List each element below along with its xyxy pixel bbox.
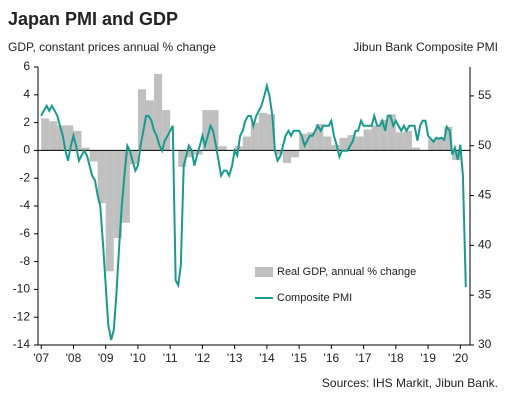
gdp-bar [387,114,396,151]
gdp-bar [121,150,130,223]
x-tick-label: '14 [259,351,275,365]
gdp-bar [137,89,146,151]
gdp-bar [105,150,114,272]
gdp-bar [363,129,372,151]
gdp-bar [162,110,171,151]
gdp-bar [428,139,437,151]
gdp-bar [49,121,58,151]
source-note: Sources: IHS Markit, Jibun Bank. [322,376,498,390]
y-tick-label: 0 [23,143,30,157]
y2-tick-label: 40 [478,238,492,252]
gdp-bar [371,125,380,151]
gdp-bar [315,123,324,151]
y2-tick-label: 30 [478,337,492,351]
gdp-bar [129,150,138,165]
legend-swatch [255,267,273,277]
y2-tick-label: 55 [478,88,492,102]
y-tick-label: 4 [23,87,30,101]
gdp-bar [57,125,66,151]
x-tick-label: '09 [98,351,114,365]
y2-axis-label: Jibun Bank Composite PMI [353,40,498,54]
x-tick-label: '07 [33,351,49,365]
gdp-bar [146,100,155,151]
y-tick-label: -4 [19,198,30,212]
gdp-bar [97,150,106,204]
gdp-bar [323,136,332,151]
gdp-bar [436,137,445,151]
pmi-line [40,81,467,341]
y-tick-label: -8 [19,254,30,268]
y-tick-label: 6 [23,59,30,73]
y-tick-label: 2 [23,115,30,129]
gdp-bar [283,150,292,163]
y-tick-label: -12 [13,309,31,323]
y2-tick-label: 50 [478,138,492,152]
x-tick-label: '13 [227,351,243,365]
gdp-bar [444,126,453,151]
x-tick-label: '15 [291,351,307,365]
y2-tick-label: 35 [478,287,492,301]
gdp-bar [186,150,195,158]
gdp-bar [250,122,259,151]
gdp-bar [154,73,163,151]
x-tick-label: '16 [324,351,340,365]
gdp-bar [178,150,187,168]
x-tick-label: '08 [66,351,82,365]
gdp-bar [395,132,404,151]
y-axis-label: GDP, constant prices annual % change [8,40,216,54]
gdp-bar [258,112,267,151]
gdp-bar [403,130,412,151]
y-tick-label: -14 [13,337,31,351]
gdp-bar [379,119,388,151]
x-tick-label: '20 [453,351,469,365]
gdp-bar [65,125,74,151]
gdp-bar [242,136,251,151]
x-tick-label: '10 [130,351,146,365]
y2-tick-label: 45 [478,188,492,202]
gdp-bar [355,136,364,151]
gdp-bar [218,146,227,151]
x-tick-label: '12 [195,351,211,365]
gdp-bar [113,150,122,238]
y-tick-label: -6 [19,226,30,240]
gdp-bar [411,147,421,151]
x-tick-label: '11 [163,351,178,365]
legend-label: Composite PMI [277,292,352,304]
chart-title: Japan PMI and GDP [8,9,178,29]
gdp-bar [89,150,98,162]
legend-label: Real GDP, annual % change [277,266,416,278]
x-tick-label: '19 [420,351,436,365]
gdp-bar [331,144,340,151]
x-tick-label: '17 [356,351,372,365]
gdp-bar [339,137,348,151]
gdp-bar [291,150,300,158]
gdp-bar [307,132,316,151]
y-tick-label: -10 [13,282,31,296]
gdp-bar [81,147,90,151]
gdp-bar [274,150,284,155]
gdp-bar [266,114,275,151]
gdp-bar [202,110,211,151]
gdp-bar [210,110,219,151]
gdp-bar [41,118,50,151]
x-tick-label: '18 [388,351,404,365]
y-tick-label: -2 [19,170,30,184]
gdp-bar [73,130,82,151]
